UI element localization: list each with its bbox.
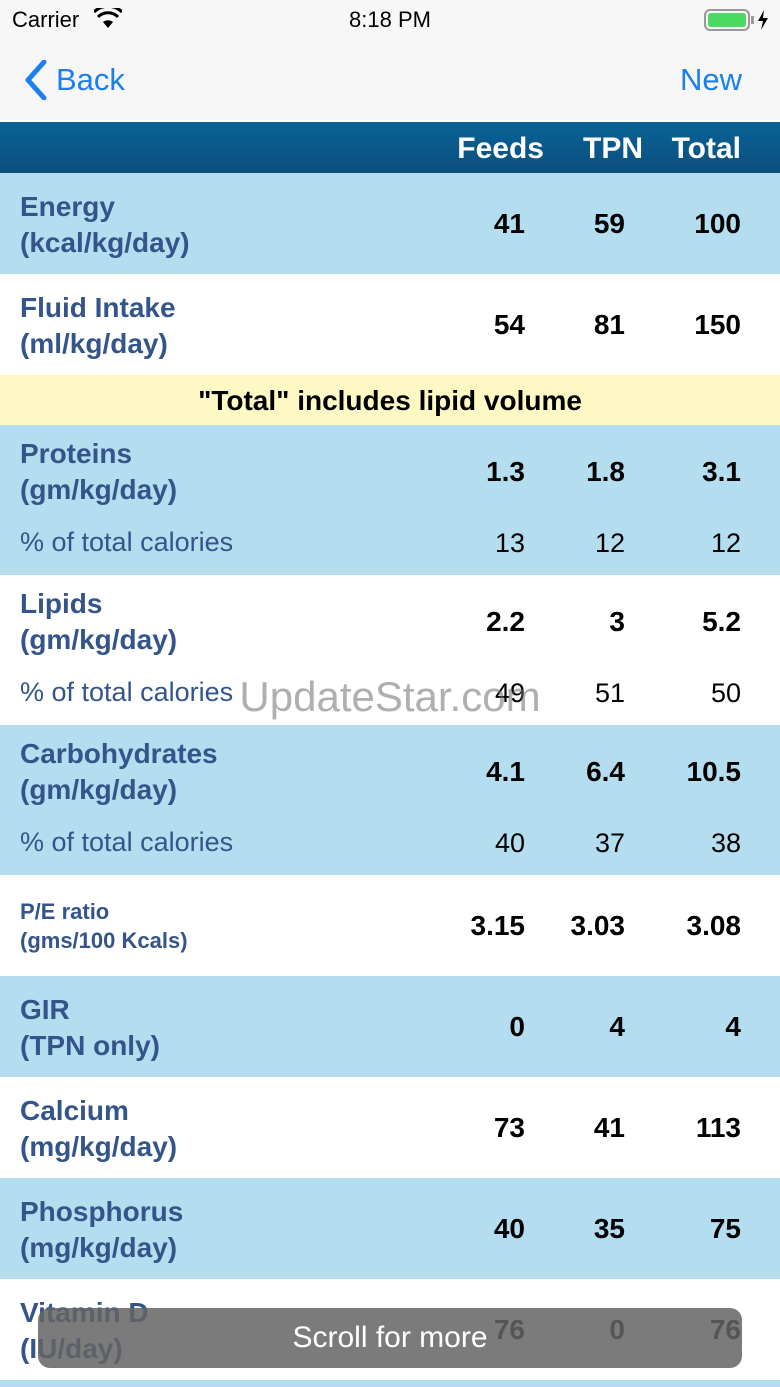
row-label: Fluid Intake [20, 292, 176, 323]
row-value: 75 [709, 1213, 741, 1244]
sub-value: 51 [594, 678, 625, 708]
sub-value: 40 [494, 828, 525, 858]
sub-value: 12 [710, 528, 741, 558]
row-label: (gms/100 Kcals) [20, 928, 188, 953]
row-value: 113 [695, 1112, 741, 1143]
row-value: 6.4 [586, 756, 625, 787]
sub-label: % of total calories [20, 527, 234, 557]
row-value: 54 [493, 309, 525, 340]
table-row [0, 725, 780, 876]
row-label: Lipids [20, 588, 103, 619]
row-value: 3 [609, 606, 625, 637]
row-label: GIR [20, 994, 70, 1025]
row-value: 41 [593, 1112, 625, 1143]
row-value: 3.1 [702, 456, 741, 487]
column-header: Feeds [457, 132, 544, 165]
row-value: 41 [493, 208, 525, 239]
header-bar [0, 122, 780, 173]
sub-value: 13 [494, 528, 525, 558]
row-label: (mg/kg/day) [20, 1232, 178, 1263]
battery-icon [704, 9, 768, 31]
row-value: 4 [725, 1011, 741, 1042]
table-row [0, 1077, 780, 1179]
sub-value: 49 [494, 678, 525, 708]
row-value: 150 [694, 309, 741, 340]
table-row [0, 173, 780, 275]
bottom-strip [0, 1380, 780, 1387]
table-row [0, 575, 780, 726]
row-value: 2.2 [486, 606, 525, 637]
row-value: 4 [609, 1011, 625, 1042]
table-row [0, 976, 780, 1078]
table-row [0, 1178, 780, 1280]
row-value: 10.5 [686, 756, 742, 787]
back-chevron[interactable] [22, 60, 50, 100]
row-label: Calcium [20, 1095, 129, 1126]
time: 8:18 PM [349, 7, 431, 32]
row-label: Carbohydrates [20, 738, 218, 769]
column-header: TPN [583, 132, 643, 165]
row-value: 4.1 [486, 756, 525, 787]
sub-label: % of total calories [20, 677, 234, 707]
row-value: 40 [493, 1213, 525, 1244]
row-value: 3.03 [570, 910, 626, 941]
row-value: 35 [593, 1213, 625, 1244]
row-value: 81 [593, 309, 625, 340]
row-label: (gm/kg/day) [20, 474, 178, 505]
row-value: 3.15 [470, 910, 526, 941]
row-value: 100 [694, 208, 741, 239]
sub-value: 50 [710, 678, 741, 708]
note-text: "Total" includes lipid volume [198, 385, 582, 416]
column-header: Total [671, 132, 741, 165]
row-label: Phosphorus [20, 1196, 184, 1227]
sub-value: 37 [594, 828, 625, 858]
new-button[interactable]: New [679, 62, 742, 97]
row-label: Energy [20, 191, 115, 222]
row-label: (kcal/kg/day) [20, 227, 190, 258]
row-label: (gm/kg/day) [20, 624, 178, 655]
row-value: 1.8 [586, 456, 625, 487]
watermark: UpdateStar.com [239, 673, 541, 720]
wifi-icon [94, 8, 122, 28]
row-label: (ml/kg/day) [20, 328, 168, 359]
row-label: (gm/kg/day) [20, 774, 178, 805]
row-value: 5.2 [702, 606, 741, 637]
row-label: (mg/kg/day) [20, 1131, 178, 1162]
row-value: 59 [593, 208, 625, 239]
toast [38, 1308, 742, 1368]
row-value: 0 [509, 1011, 525, 1042]
sub-label: % of total calories [20, 827, 234, 857]
note-row [0, 375, 780, 426]
sub-value: 12 [594, 528, 625, 558]
row-label: P/E ratio [20, 899, 110, 924]
carrier: Carrier [12, 7, 80, 32]
top-bar [0, 0, 780, 120]
row-value: 73 [493, 1112, 525, 1143]
row-value: 3.08 [686, 910, 742, 941]
row-label: (TPN only) [20, 1030, 160, 1061]
back-button[interactable]: Back [56, 62, 125, 97]
row-label: Proteins [20, 438, 133, 469]
toast-text: Scroll for more [292, 1321, 488, 1354]
row-value: 1.3 [486, 456, 525, 487]
sub-value: 38 [710, 828, 741, 858]
